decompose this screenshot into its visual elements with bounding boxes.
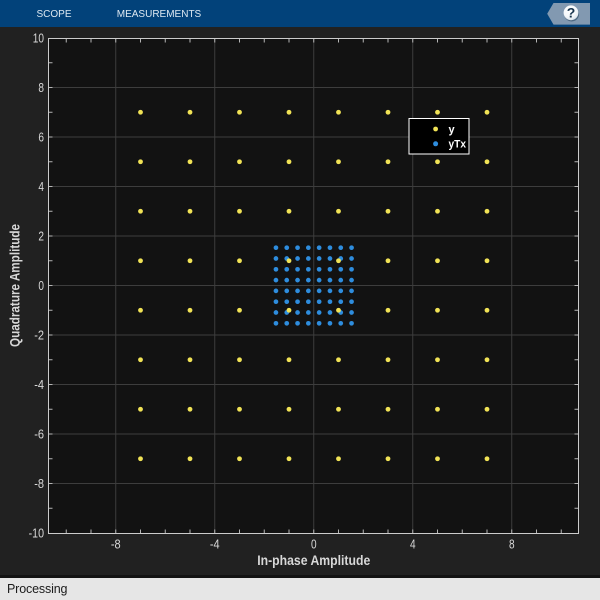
svg-text:10: 10: [33, 31, 44, 46]
svg-text:-8: -8: [34, 476, 44, 491]
svg-text:y: y: [449, 124, 456, 136]
svg-text:0: 0: [38, 278, 44, 293]
svg-text:In-phase Amplitude: In-phase Amplitude: [257, 553, 370, 568]
svg-text:4: 4: [410, 537, 416, 552]
svg-text:-2: -2: [34, 328, 44, 343]
svg-text:6: 6: [38, 130, 44, 145]
svg-text:yTx: yTx: [449, 139, 467, 151]
svg-text:0: 0: [311, 537, 317, 552]
svg-text:2: 2: [38, 229, 44, 244]
svg-text:?: ?: [567, 4, 576, 20]
svg-text:Quadrature Amplitude: Quadrature Amplitude: [8, 224, 23, 347]
svg-text:8: 8: [509, 537, 515, 552]
svg-text:-10: -10: [29, 526, 44, 541]
svg-text:-6: -6: [34, 427, 44, 442]
svg-text:-8: -8: [111, 537, 121, 552]
svg-text:4: 4: [38, 179, 44, 194]
svg-text:-4: -4: [34, 377, 44, 392]
svg-text:-4: -4: [210, 537, 220, 552]
svg-text:8: 8: [38, 80, 44, 95]
